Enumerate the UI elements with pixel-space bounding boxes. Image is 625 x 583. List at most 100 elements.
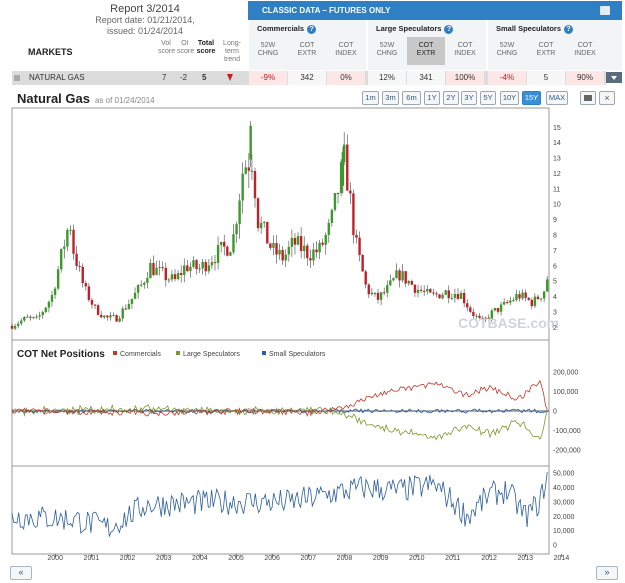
legend-label[interactable]: Commercials bbox=[120, 351, 161, 358]
legend-label[interactable]: Large Speculators bbox=[183, 351, 240, 358]
candle bbox=[478, 315, 481, 318]
candle bbox=[204, 261, 207, 272]
candle bbox=[32, 316, 35, 318]
candle bbox=[20, 320, 23, 324]
zoom-6m-button[interactable]: 6m bbox=[402, 91, 421, 105]
zoom-15y-button[interactable]: 15Y bbox=[522, 91, 541, 105]
candle bbox=[47, 301, 51, 308]
subheader-5[interactable]: COT INDEX bbox=[454, 42, 476, 57]
subheader-1[interactable]: COT EXTR bbox=[297, 42, 317, 57]
report-header: Report 3/2014 Report date: 01/21/2014, i… bbox=[0, 0, 625, 70]
candle bbox=[158, 267, 161, 269]
candle bbox=[341, 151, 345, 186]
zoom-3y-button[interactable]: 3Y bbox=[461, 91, 477, 105]
trend-down-icon bbox=[227, 74, 233, 81]
candle bbox=[462, 292, 466, 304]
candle bbox=[69, 229, 72, 231]
dropdown-arrow-icon[interactable] bbox=[606, 72, 622, 83]
candle bbox=[312, 249, 315, 261]
candle bbox=[167, 279, 171, 281]
legend-label[interactable]: Small Speculators bbox=[269, 351, 326, 358]
candle bbox=[512, 299, 515, 301]
x-tick-label: 2000 bbox=[47, 555, 63, 562]
subheader-2[interactable]: COT INDEX bbox=[335, 42, 357, 57]
small-y-tick: 20,000 bbox=[553, 514, 575, 521]
candle bbox=[133, 292, 137, 299]
candle bbox=[87, 286, 91, 300]
prev-button[interactable]: « bbox=[10, 566, 32, 580]
zoom-max-button[interactable]: MAX bbox=[546, 91, 568, 105]
candle bbox=[106, 315, 109, 318]
x-tick-label: 2009 bbox=[373, 555, 389, 562]
candle bbox=[23, 317, 26, 321]
market-name[interactable]: NATURAL GAS bbox=[29, 73, 85, 82]
candle bbox=[506, 302, 509, 304]
trend-header: Long-term trend bbox=[223, 40, 241, 63]
subheader-0[interactable]: 52W CHNG bbox=[257, 42, 279, 57]
candle bbox=[401, 271, 404, 281]
x-tick-label: 2013 bbox=[517, 555, 533, 562]
zoom-3m-button[interactable]: 3m bbox=[382, 91, 399, 105]
help-icon[interactable]: ? bbox=[444, 24, 454, 34]
candle bbox=[223, 241, 226, 247]
next-button[interactable]: » bbox=[596, 566, 618, 580]
candle bbox=[444, 290, 447, 295]
candle bbox=[545, 279, 549, 292]
candle bbox=[90, 299, 94, 305]
candle bbox=[66, 229, 69, 247]
chart-print-button[interactable] bbox=[580, 91, 596, 105]
zoom-10y-button[interactable]: 10Y bbox=[500, 91, 519, 105]
zoom-1y-button[interactable]: 1Y bbox=[424, 91, 440, 105]
small-y-tick: 50,000 bbox=[553, 471, 575, 478]
candle bbox=[336, 193, 340, 195]
help-icon[interactable]: ? bbox=[564, 24, 574, 34]
candle bbox=[281, 249, 284, 261]
candle bbox=[398, 270, 401, 281]
series-commercials bbox=[11, 379, 548, 417]
candle bbox=[256, 198, 260, 229]
x-tick-label: 2002 bbox=[120, 555, 136, 562]
candle bbox=[290, 237, 294, 247]
candle bbox=[303, 245, 306, 252]
candle bbox=[229, 252, 232, 256]
report-title: Report 3/2014 bbox=[110, 3, 180, 15]
help-icon[interactable]: ? bbox=[307, 24, 317, 34]
candle bbox=[247, 167, 251, 171]
candle bbox=[481, 317, 484, 320]
candle bbox=[367, 284, 370, 295]
candle bbox=[453, 294, 457, 298]
candle bbox=[189, 266, 192, 272]
small-y-tick: 30,000 bbox=[553, 499, 575, 506]
candle bbox=[115, 315, 118, 322]
candle bbox=[226, 246, 229, 256]
candle bbox=[533, 296, 537, 307]
candle bbox=[327, 222, 331, 235]
candle bbox=[426, 288, 429, 292]
subheader-4[interactable]: COT EXTR bbox=[407, 37, 445, 65]
candle bbox=[502, 302, 506, 305]
group-small-speculators: Small Speculators? bbox=[488, 20, 622, 70]
subheader-7[interactable]: COT EXTR bbox=[536, 42, 556, 57]
zoom-1m-button[interactable]: 1m bbox=[362, 91, 379, 105]
candle bbox=[130, 298, 134, 305]
subheader-3[interactable]: 52W CHNG bbox=[376, 42, 398, 57]
candle bbox=[50, 295, 54, 302]
price-y-tick: 4 bbox=[553, 294, 557, 301]
candle bbox=[201, 261, 204, 269]
chart-close-button[interactable]: × bbox=[599, 91, 615, 105]
candle bbox=[361, 254, 364, 272]
row-value-1: 342 bbox=[288, 71, 326, 85]
price-y-tick: 6 bbox=[553, 263, 557, 270]
group-large-label: Large Speculators bbox=[376, 24, 442, 33]
candle bbox=[410, 281, 414, 285]
print-icon[interactable] bbox=[600, 6, 610, 15]
zoom-2y-button[interactable]: 2Y bbox=[443, 91, 459, 105]
zoom-5y-button[interactable]: 5Y bbox=[480, 91, 496, 105]
candle bbox=[249, 125, 252, 160]
candle bbox=[210, 262, 214, 266]
candle bbox=[53, 288, 57, 296]
x-tick-label: 2006 bbox=[264, 555, 280, 562]
subheader-6[interactable]: 52W CHNG bbox=[496, 42, 518, 57]
subheader-8[interactable]: COT INDEX bbox=[574, 42, 596, 57]
